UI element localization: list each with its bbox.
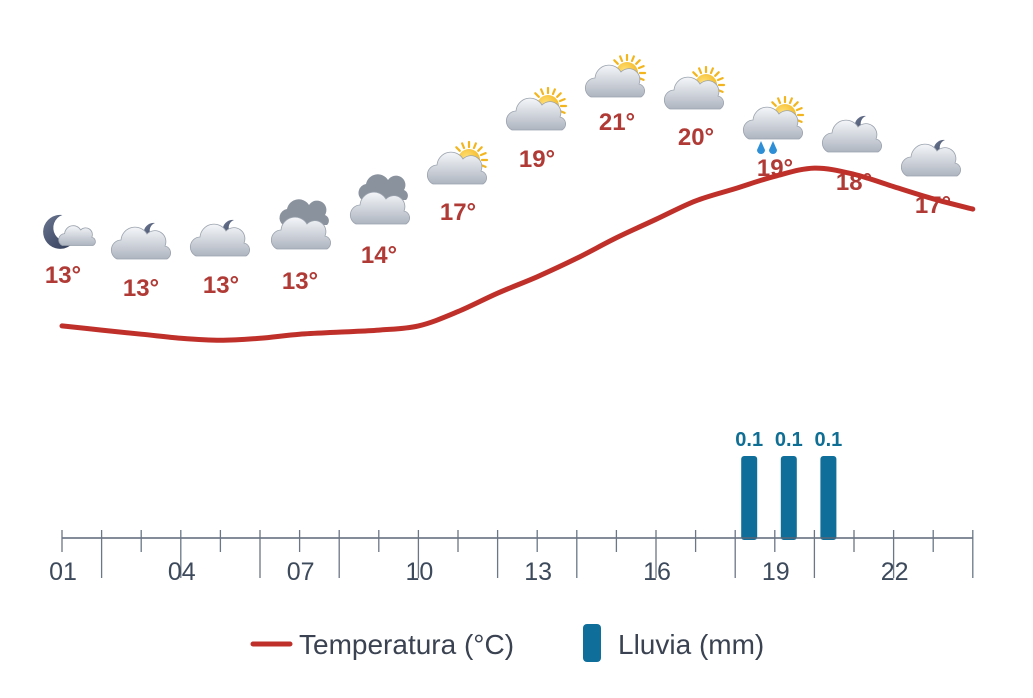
temperature-value-label: 13° — [45, 262, 81, 289]
x-tick-label: 04 — [168, 558, 196, 586]
x-axis: 01 04 07 10 13 16 19 22 — [49, 530, 974, 586]
rain-bar — [741, 456, 758, 540]
x-tick-label: 01 — [49, 558, 77, 586]
sun-cloud-icon — [584, 53, 647, 98]
legend: Temperatura (°C) Lluvia (mm) — [250, 624, 764, 662]
rain-value-label: 0.1 — [775, 429, 803, 451]
rain-value-label: 0.1 — [814, 429, 842, 451]
temperature-value-label: 17° — [440, 199, 476, 226]
legend-label-rain: Lluvia (mm) — [618, 629, 764, 660]
sun-cloud-icon — [505, 86, 568, 131]
x-tick-label: 10 — [405, 558, 433, 586]
temperature-series — [59, 165, 976, 343]
temperature-value-label: 19° — [519, 146, 555, 173]
legend-label-temperature: Temperatura (°C) — [299, 629, 514, 660]
moon-cloud-icon — [43, 214, 96, 249]
x-tick-label: 19 — [762, 558, 790, 586]
rain-value-label: 0.1 — [735, 429, 763, 451]
sun-cloud-icon — [663, 65, 726, 110]
legend-item-temperature: Temperatura (°C) — [250, 629, 514, 660]
moon-cloud-icon — [900, 139, 961, 177]
sun-cloud-rain-icon — [742, 95, 805, 154]
sun-cloud-icon — [426, 140, 489, 185]
temperature-line — [59, 165, 976, 343]
rain-bar — [820, 456, 837, 540]
temperature-value-label: 13° — [123, 275, 159, 302]
rain-bar — [780, 456, 797, 540]
cloud-icon — [349, 174, 410, 225]
weather-icons — [43, 53, 961, 260]
x-tick-label: 16 — [643, 558, 671, 586]
x-tick-label: 22 — [881, 558, 909, 586]
temperature-value-label: 14° — [361, 242, 397, 269]
cloud-icon — [270, 199, 331, 250]
x-tick-label: 13 — [524, 558, 552, 586]
legend-bar-marker — [583, 624, 601, 662]
moon-cloud-icon — [821, 115, 882, 153]
legend-item-rain: Lluvia (mm) — [583, 624, 764, 662]
x-tick-label: 07 — [287, 558, 315, 586]
temperature-labels: 13° 13° 13° 13°14°17°19°21°20°19°18°17° — [45, 109, 951, 302]
moon-cloud-icon — [189, 219, 250, 257]
temperature-value-label: 13° — [282, 268, 318, 295]
temperature-value-label: 20° — [678, 124, 714, 151]
rain-series: 0.1 0.1 0.1 — [735, 429, 842, 540]
moon-cloud-icon — [110, 222, 171, 260]
temperature-value-label: 21° — [599, 109, 635, 136]
temperature-value-label: 13° — [203, 272, 239, 299]
